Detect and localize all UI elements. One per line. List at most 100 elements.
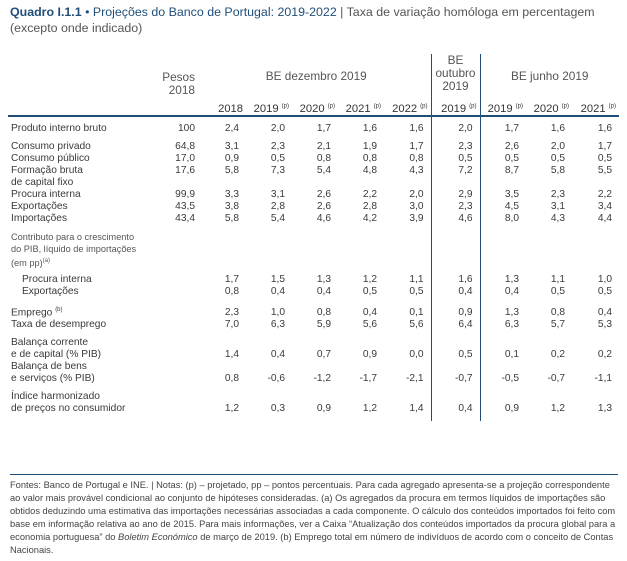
table-main-title: Projeções do Banco de Portugal: 2019-202… — [92, 5, 337, 19]
value-cell: 5,9 — [316, 319, 331, 331]
value-cell: 8,7 — [504, 165, 519, 176]
value-cell — [526, 177, 572, 189]
value-cell: 0,4 — [270, 349, 285, 361]
value-cell: 0,5 — [270, 153, 285, 164]
value-cell: -1,2 — [313, 373, 331, 385]
value-cell — [572, 177, 619, 189]
spacer-row — [8, 135, 619, 141]
value-cell: 0,4 — [362, 307, 377, 319]
value-cell: 0,0 — [384, 337, 432, 362]
peso-cell: 99,9 — [175, 189, 195, 200]
table-row: Balança de bens e serviços (% PIB) 0,8 -0,6… — [8, 361, 619, 386]
spacer-row — [8, 385, 619, 392]
spacer-row — [8, 269, 619, 275]
footnote: Fontes: Banco de Portugal e INE. | Notas… — [10, 474, 618, 557]
value-cell: 5,7 — [550, 319, 565, 331]
value-cell: 2,4 — [224, 123, 239, 134]
peso-cell — [158, 391, 202, 415]
value-cell: 2,3 — [550, 189, 565, 200]
table-row: Exportações 43,5 3,8 2,8 2,6 2,8 3,0 2,3 4,5 3,1 3… — [8, 201, 619, 213]
row-label: Balança de bens e serviços (% PIB) — [11, 361, 95, 385]
value-cell: 0,8 — [316, 307, 331, 319]
value-cell: 0,5 — [431, 153, 481, 165]
value-cell: 0,4 — [431, 391, 481, 416]
value-cell: 5,6 — [384, 319, 432, 332]
value-cell: 0,8 — [316, 153, 331, 164]
value-cell: 0,5 — [597, 153, 612, 164]
year-header: 2022 (p) — [384, 97, 432, 117]
value-cell: 0,2 — [597, 349, 612, 361]
year-header: 2020 (p) — [292, 97, 338, 117]
value-cell: 4,4 — [597, 213, 612, 224]
value-cell: 0,8 — [362, 153, 377, 164]
pesos-header: Pesos 2018 — [162, 70, 195, 97]
value-cell: 5,4 — [270, 213, 285, 224]
value-cell: 0,9 — [431, 304, 481, 320]
value-cell: 0,7 — [316, 349, 331, 361]
value-cell: 4,8 — [362, 165, 377, 176]
value-cell: -0,5 — [501, 373, 519, 385]
value-cell: 1,3 — [504, 274, 519, 286]
year-header: 2021 (p) — [338, 97, 384, 117]
group-header-oct: BE outubro 2019 — [431, 54, 481, 97]
value-cell: 2,1 — [316, 141, 331, 152]
value-cell: 1,5 — [270, 274, 285, 286]
title-bullet: • — [85, 5, 90, 19]
spacer-row — [8, 415, 619, 422]
year-header: 2019 (p) — [431, 97, 481, 117]
value-cell: 0,5 — [550, 153, 565, 164]
value-cell: 0,4 — [270, 286, 285, 298]
row-label: de capital fixo — [11, 177, 74, 188]
value-cell: 0,9 — [504, 403, 519, 415]
value-cell: 2,3 — [270, 141, 285, 152]
header-row: Pesos 2018 BE dezembro 2019 BE outubro 2019… — [8, 54, 619, 97]
row-label: Formação bruta — [11, 165, 83, 176]
value-cell: 1,4 — [384, 391, 432, 416]
value-cell: 0,4 — [431, 286, 481, 299]
value-cell: 1,2 — [550, 403, 565, 415]
spacer-row — [8, 298, 619, 305]
value-cell: 0,9 — [224, 153, 239, 164]
row-label: Consumo privado — [11, 141, 91, 152]
table-row: Produto interno bruto 100 2,4 2,0 1,7 1,6 1,6 2… — [8, 123, 619, 135]
table-row: Balança corrente e de capital (% PIB) 1,4 0… — [8, 337, 619, 362]
value-cell: 2,3 — [224, 307, 239, 319]
value-cell: 4,3 — [550, 213, 565, 224]
value-cell: 4,2 — [362, 213, 377, 224]
value-cell: 1,9 — [362, 141, 377, 152]
table-row: Consumo público 17,0 0,9 0,5 0,8 0,8 0,8 0,5 0,5… — [8, 153, 619, 165]
value-cell: 0,1 — [384, 304, 432, 320]
value-cell: -1,7 — [359, 373, 377, 385]
year-header: 2020 (p) — [526, 97, 572, 117]
value-cell — [480, 177, 526, 189]
value-cell — [338, 177, 384, 189]
peso-cell — [158, 286, 202, 298]
value-cell: 2,2 — [362, 189, 377, 200]
row-label: Emprego (b) — [11, 307, 63, 319]
year-empty — [8, 97, 158, 117]
peso-cell: 43,5 — [175, 201, 195, 212]
peso-cell — [158, 361, 202, 385]
value-cell: 1,2 — [224, 403, 239, 415]
value-cell: -0,7 — [431, 361, 481, 386]
value-cell: 3,3 — [224, 189, 239, 200]
group-header-dec: BE dezembro 2019 — [202, 54, 432, 97]
table-row: Formação bruta 17,6 5,8 7,3 5,4 4,8 4,3 7,2 8,7 5… — [8, 165, 619, 177]
value-cell: 0,5 — [597, 286, 612, 298]
value-cell: -0,7 — [547, 373, 565, 385]
value-cell: 0,5 — [550, 286, 565, 298]
spacer-row — [8, 225, 619, 231]
value-cell: 1,0 — [597, 274, 612, 286]
peso-cell: 64,8 — [175, 141, 195, 152]
peso-cell — [158, 319, 202, 331]
year-row: 2018 2019 (p) 2020 (p) 2021 (p) 2022 (p) 2019… — [8, 97, 619, 117]
value-cell: 0,4 — [597, 307, 612, 319]
value-cell: 3,1 — [550, 201, 565, 212]
value-cell: 0,9 — [316, 403, 331, 415]
row-label: Consumo público — [11, 153, 90, 164]
table-row: Procura interna 1,7 1,5 1,3 1,2 1,1 1,6 1,3 1,1 1… — [8, 274, 619, 287]
table-row: Procura interna 99,9 3,3 3,1 2,6 2,2 2,0 2,9 3,5… — [8, 189, 619, 201]
row-label: Balança corrente e de capital (% PIB) — [11, 337, 102, 361]
value-cell: 0,8 — [550, 307, 565, 319]
value-cell: 1,6 — [550, 123, 565, 134]
